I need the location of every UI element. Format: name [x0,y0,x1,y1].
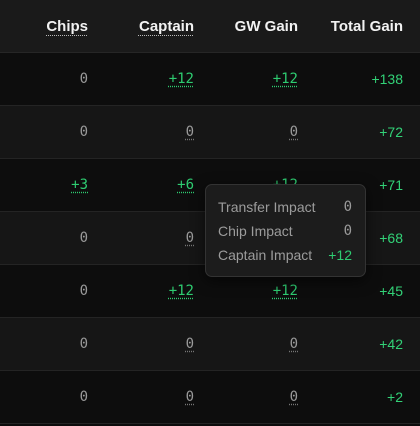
captain-impact-label: Captain Impact [218,247,313,263]
chips-value: 0 [79,389,88,405]
gw-gain-value[interactable]: 0 [289,389,298,405]
gw-gain-value[interactable]: 0 [289,124,298,140]
table-row: 0 0 0 +42 [0,318,420,371]
table-header: Chips Captain GW Gain Total Gain [0,0,420,53]
gw-gain-breakdown-tooltip: Transfer Impact 0 Chip Impact 0 Captain … [205,184,366,277]
total-gain-value: +68 [379,230,403,246]
captain-value[interactable]: 0 [185,389,194,405]
gw-gain-column-header[interactable]: GW Gain [234,18,298,35]
transfer-impact-value: 0 [343,199,352,215]
captain-column-header[interactable]: Captain [138,18,194,35]
chip-impact-value: 0 [343,223,352,239]
transfer-impact-label: Transfer Impact [218,199,316,215]
gw-gain-value[interactable]: 0 [289,336,298,352]
total-gain-value: +138 [371,71,403,87]
total-gain-column-header[interactable]: Total Gain [330,18,403,35]
gw-gain-value[interactable]: +12 [272,283,298,299]
total-gain-value: +72 [379,124,403,140]
captain-value[interactable]: 0 [185,124,194,140]
tooltip-transfer-row: Transfer Impact 0 [218,197,352,221]
chip-impact-label: Chip Impact [218,223,293,239]
chips-value: 0 [79,283,88,299]
table-row: 0 +12 +12 +138 [0,53,420,106]
chips-value: 0 [79,336,88,352]
total-gain-value: +71 [379,177,403,193]
captain-value[interactable]: +12 [168,283,194,299]
chips-value[interactable]: +3 [71,177,88,193]
chips-value: 0 [79,124,88,140]
captain-value[interactable]: 0 [185,336,194,352]
table-row: 0 0 0 +72 [0,106,420,159]
total-gain-value: +42 [379,336,403,352]
tooltip-chip-row: Chip Impact 0 [218,221,352,245]
total-gain-value: +45 [379,283,403,299]
captain-value[interactable]: 0 [185,230,194,246]
total-gain-value: +2 [387,389,403,405]
gw-gain-value[interactable]: +12 [272,71,298,87]
chips-value: 0 [79,71,88,87]
captain-impact-value: +12 [328,247,352,263]
table-row: 0 0 0 +2 [0,371,420,424]
captain-value[interactable]: +12 [168,71,194,87]
chips-value: 0 [79,230,88,246]
chips-column-header[interactable]: Chips [46,18,88,35]
tooltip-captain-row: Captain Impact +12 [218,245,352,269]
captain-value[interactable]: +6 [177,177,194,193]
